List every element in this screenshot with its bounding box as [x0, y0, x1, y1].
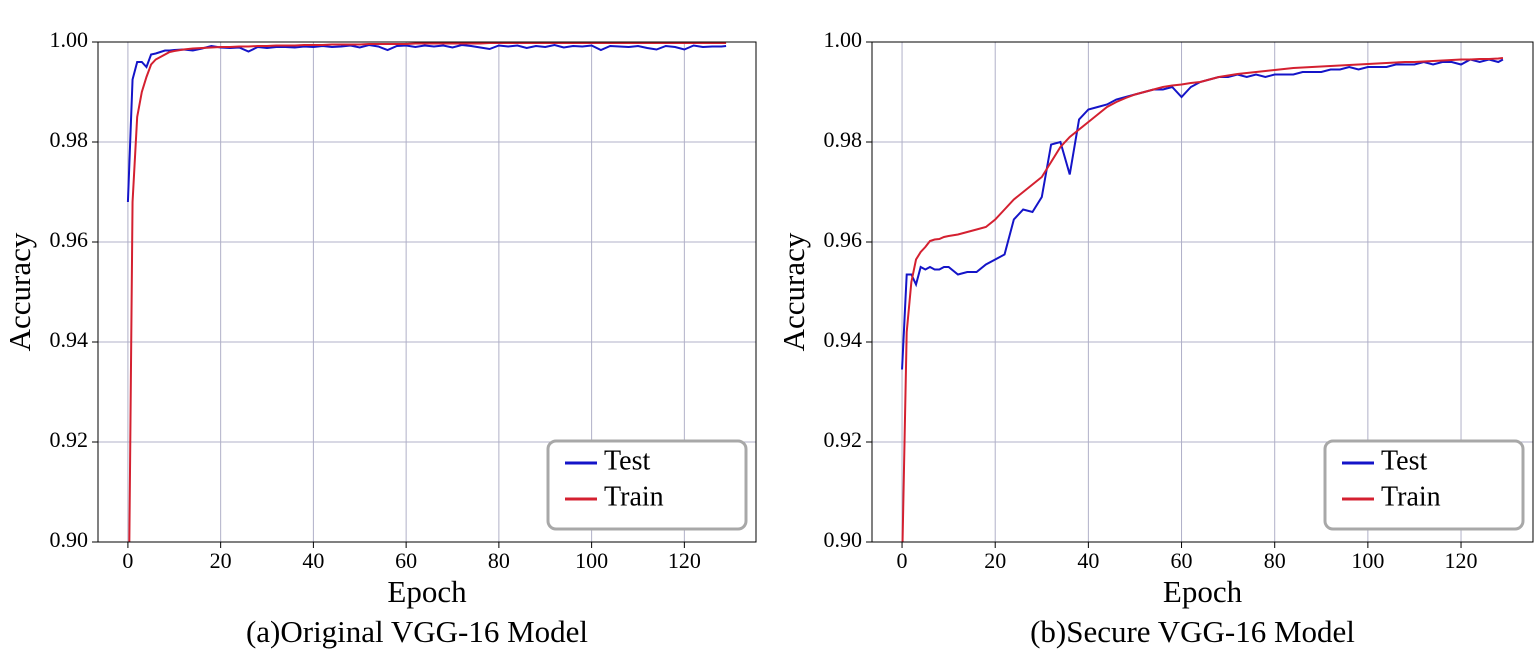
y-tick-label: 0.90 — [824, 527, 863, 552]
x-tick-label: 40 — [1077, 548, 1099, 573]
y-tick-label: 0.96 — [824, 227, 863, 252]
y-tick-label: 0.96 — [50, 227, 89, 252]
legend-frame — [1323, 439, 1525, 531]
legend-frame — [546, 439, 748, 531]
data-line — [901, 57, 1504, 542]
y-tick-label: 1.00 — [50, 27, 89, 52]
y-tick-label: 1.00 — [824, 27, 863, 52]
y-tick-label: 0.94 — [824, 327, 863, 352]
y-tick-label: 0.92 — [824, 427, 863, 452]
data-line — [128, 42, 727, 542]
chart-title: (b)Secure VGG-16 Model — [1030, 614, 1355, 649]
subplot: 0.90 0.92 0.94 0.96 0.98 1.00 0 20 40 60 80 100 120 E… — [2, 27, 757, 649]
y-tick-label: 0.98 — [50, 127, 89, 152]
y-axis-label: Accuracy — [776, 232, 811, 351]
legend-label: Train — [1381, 481, 1441, 512]
legend-label: Test — [604, 445, 650, 476]
x-tick-label: 100 — [1351, 548, 1384, 573]
chart-title: (a)Original VGG-16 Model — [246, 614, 588, 649]
data-line — [126, 43, 727, 203]
x-tick-label: 100 — [575, 548, 608, 573]
x-axis-label: Epoch — [387, 574, 467, 609]
legend-label: Train — [604, 481, 664, 512]
data-line — [901, 58, 1504, 370]
plot-frame — [871, 41, 1534, 543]
x-tick-label: 80 — [1264, 548, 1286, 573]
x-tick-label: 20 — [210, 548, 232, 573]
x-tick-label: 80 — [488, 548, 510, 573]
x-tick-label: 0 — [897, 548, 908, 573]
plot-frame — [97, 41, 757, 543]
x-axis-label: Epoch — [1163, 574, 1243, 609]
x-tick-label: 60 — [1171, 548, 1193, 573]
legend-label: Test — [1381, 445, 1427, 476]
x-tick-label: 40 — [302, 548, 324, 573]
x-tick-label: 20 — [984, 548, 1006, 573]
subplot: 0.90 0.92 0.94 0.96 0.98 1.00 0 20 40 60 80 100 120 E… — [776, 27, 1534, 649]
y-axis-label: Accuracy — [2, 232, 37, 351]
x-tick-label: 120 — [1445, 548, 1478, 573]
x-tick-label: 120 — [668, 548, 701, 573]
x-tick-label: 0 — [122, 548, 133, 573]
legend: Test Train — [1323, 439, 1525, 531]
legend: Test Train — [546, 439, 748, 531]
y-tick-label: 0.90 — [50, 527, 89, 552]
y-tick-label: 0.92 — [50, 427, 89, 452]
y-tick-label: 0.94 — [50, 327, 89, 352]
x-tick-label: 60 — [395, 548, 417, 573]
y-tick-label: 0.98 — [824, 127, 863, 152]
